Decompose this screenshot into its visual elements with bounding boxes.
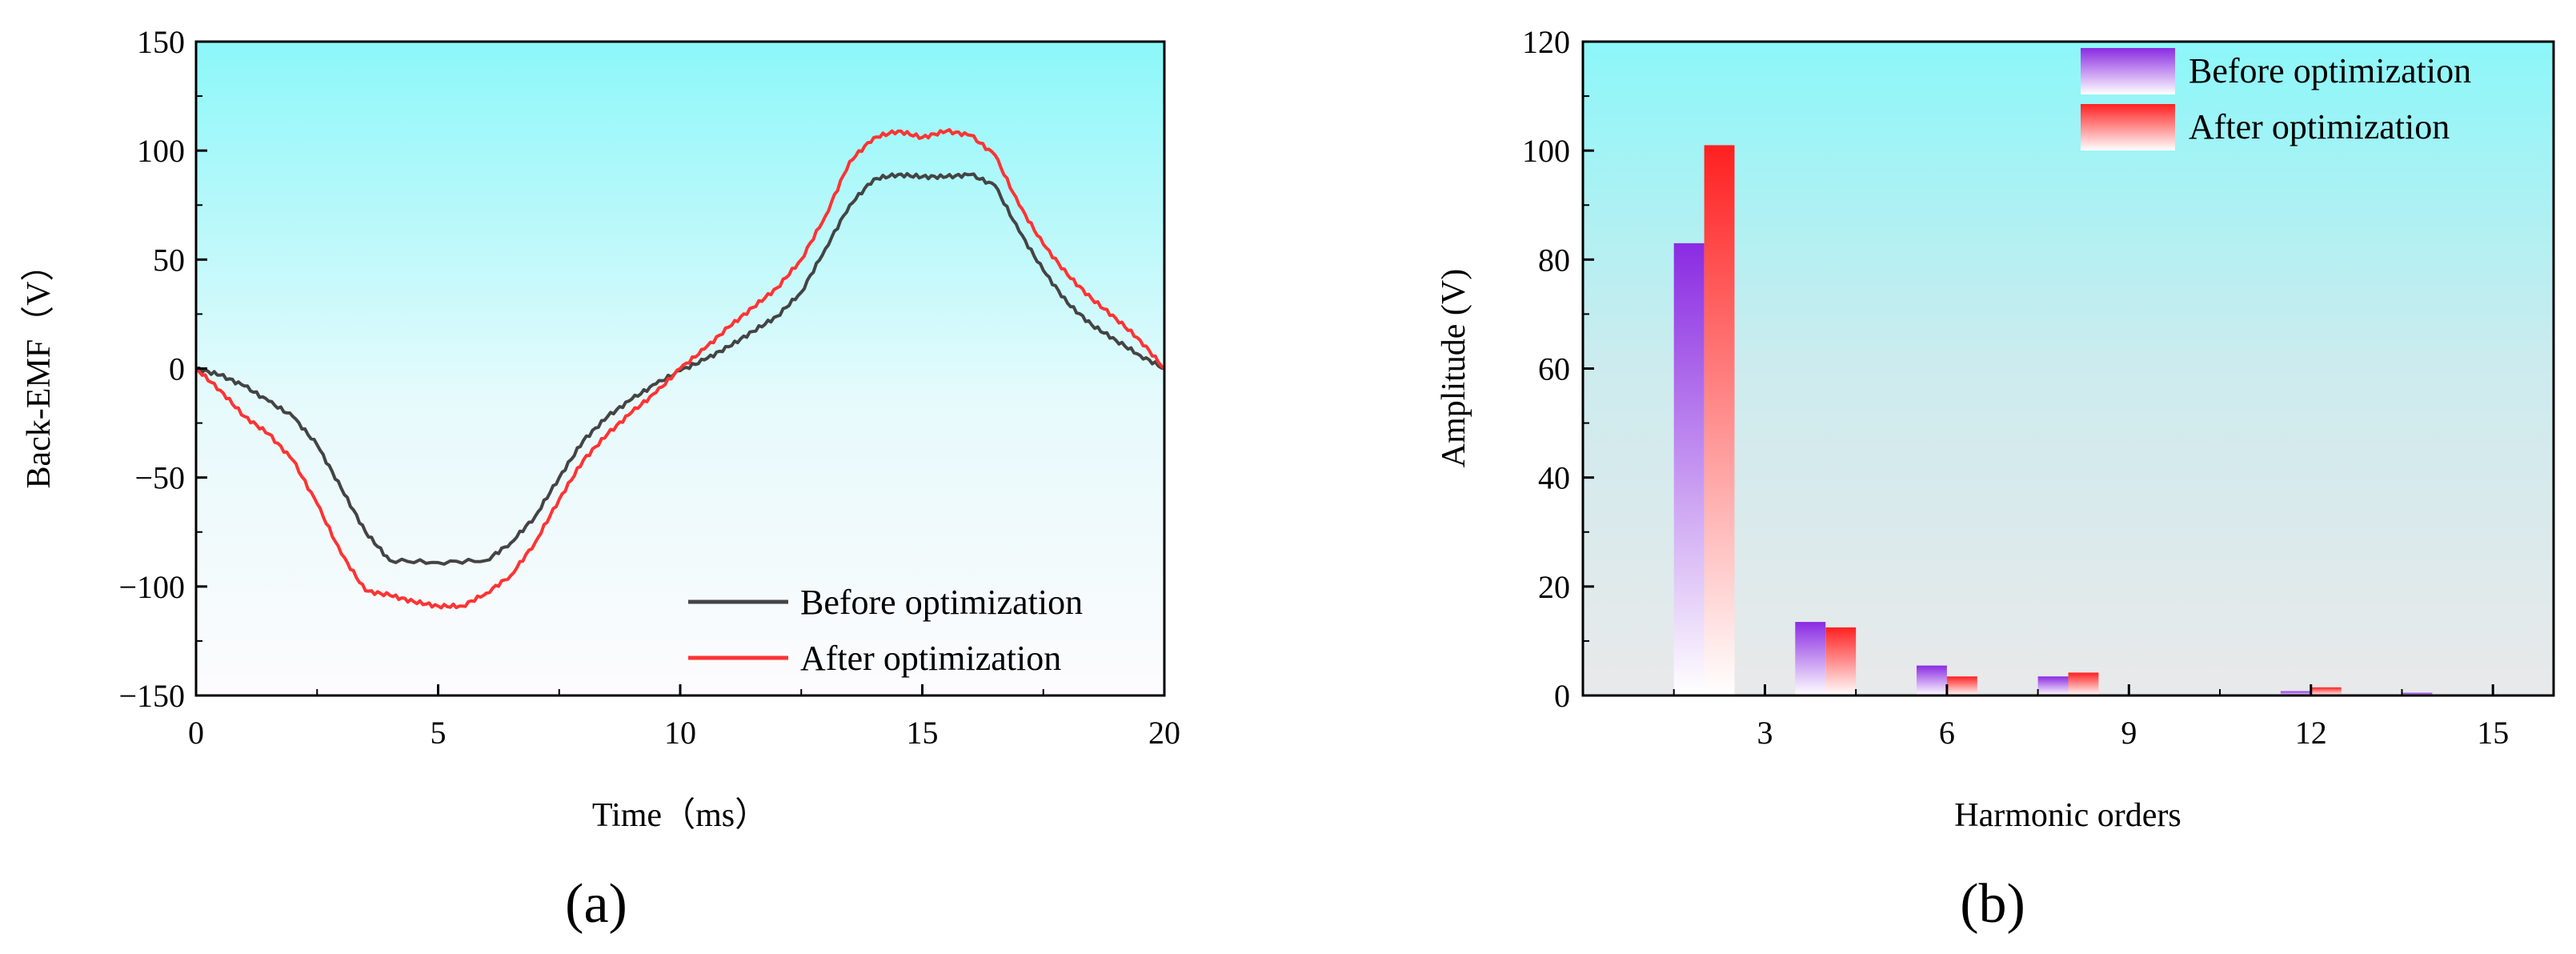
x-tick-label-a: 15	[907, 715, 939, 751]
panel-a-back-emf: 0 5 10 15 20 −150 −100 −50 0 50 100 150 Back-EMF（V）…	[21, 24, 1180, 935]
y-tick-label-b: 20	[1538, 569, 1570, 605]
bar-before-h11	[2280, 691, 2311, 695]
y-tick-label-b: 100	[1522, 133, 1570, 169]
legend-b-label-after: After optimization	[2189, 107, 2450, 146]
panel-b-xlabel: Harmonic orders	[1954, 797, 2181, 834]
x-tick-label-b: 12	[2295, 715, 2327, 751]
bar-before-h3	[1795, 622, 1826, 695]
y-tick-label-a: 150	[137, 24, 185, 60]
y-tick-label-b: 80	[1538, 242, 1570, 278]
panel-b-harmonics: 3 6 9 12 15 0 20 40 60 80 100 120 Amplitude (V) Har…	[1436, 24, 2555, 935]
legend-b-swatch-before	[2081, 48, 2175, 94]
legend-b-swatch-after	[2081, 104, 2175, 150]
panel-a-ylabel: Back-EMF（V）	[21, 248, 58, 489]
legend-a: Before optimization After optimization	[688, 583, 1083, 678]
x-tick-label-a: 0	[188, 715, 204, 751]
x-tick-label-b: 3	[1757, 715, 1773, 751]
plot-b-background	[1583, 42, 2554, 695]
legend-a-label-after: After optimization	[800, 639, 1061, 678]
y-tick-label-a: −150	[118, 678, 185, 714]
y-tick-label-b: 0	[1554, 678, 1570, 714]
panel-b-label: (b)	[1960, 873, 2025, 935]
panel-b-ylabel: Amplitude (V)	[1436, 269, 1472, 467]
x-tick-label-a: 5	[431, 715, 447, 751]
bar-before-h7	[2037, 676, 2069, 695]
legend-b: Before optimization After optimization	[2081, 48, 2471, 150]
legend-a-label-before: Before optimization	[800, 583, 1083, 622]
y-tick-label-b: 40	[1538, 460, 1570, 496]
y-tick-label-a: 100	[137, 133, 185, 169]
y-tick-label-b: 60	[1538, 351, 1570, 387]
panel-a-xlabel: Time（ms）	[592, 797, 768, 834]
y-tick-label-a: −100	[118, 569, 185, 605]
y-tick-label-a: −50	[134, 460, 185, 496]
panel-a-label: (a)	[565, 873, 627, 935]
bar-after-h7	[2068, 672, 2099, 695]
x-tick-label-a: 20	[1148, 715, 1180, 751]
bar-before-h13	[2402, 692, 2433, 695]
y-tick-label-a: 0	[169, 351, 185, 387]
bar-before-h5	[1917, 665, 1947, 695]
series-line-before	[195, 172, 1165, 566]
bar-after-h1	[1704, 145, 1735, 695]
bar-after-h3	[1825, 627, 1857, 695]
x-tick-label-a: 10	[664, 715, 696, 751]
y-tick-label-a: 50	[153, 242, 185, 278]
legend-b-label-before: Before optimization	[2189, 51, 2471, 90]
series-line-after	[194, 128, 1166, 610]
bar-after-h5	[1946, 676, 1977, 695]
x-tick-label-b: 15	[2477, 715, 2509, 751]
bar-before-h1	[1673, 243, 1705, 695]
y-tick-label-b: 120	[1522, 24, 1570, 60]
x-tick-label-b: 6	[1939, 715, 1955, 751]
x-tick-label-b: 9	[2121, 715, 2137, 751]
bar-after-h11	[2310, 687, 2342, 695]
